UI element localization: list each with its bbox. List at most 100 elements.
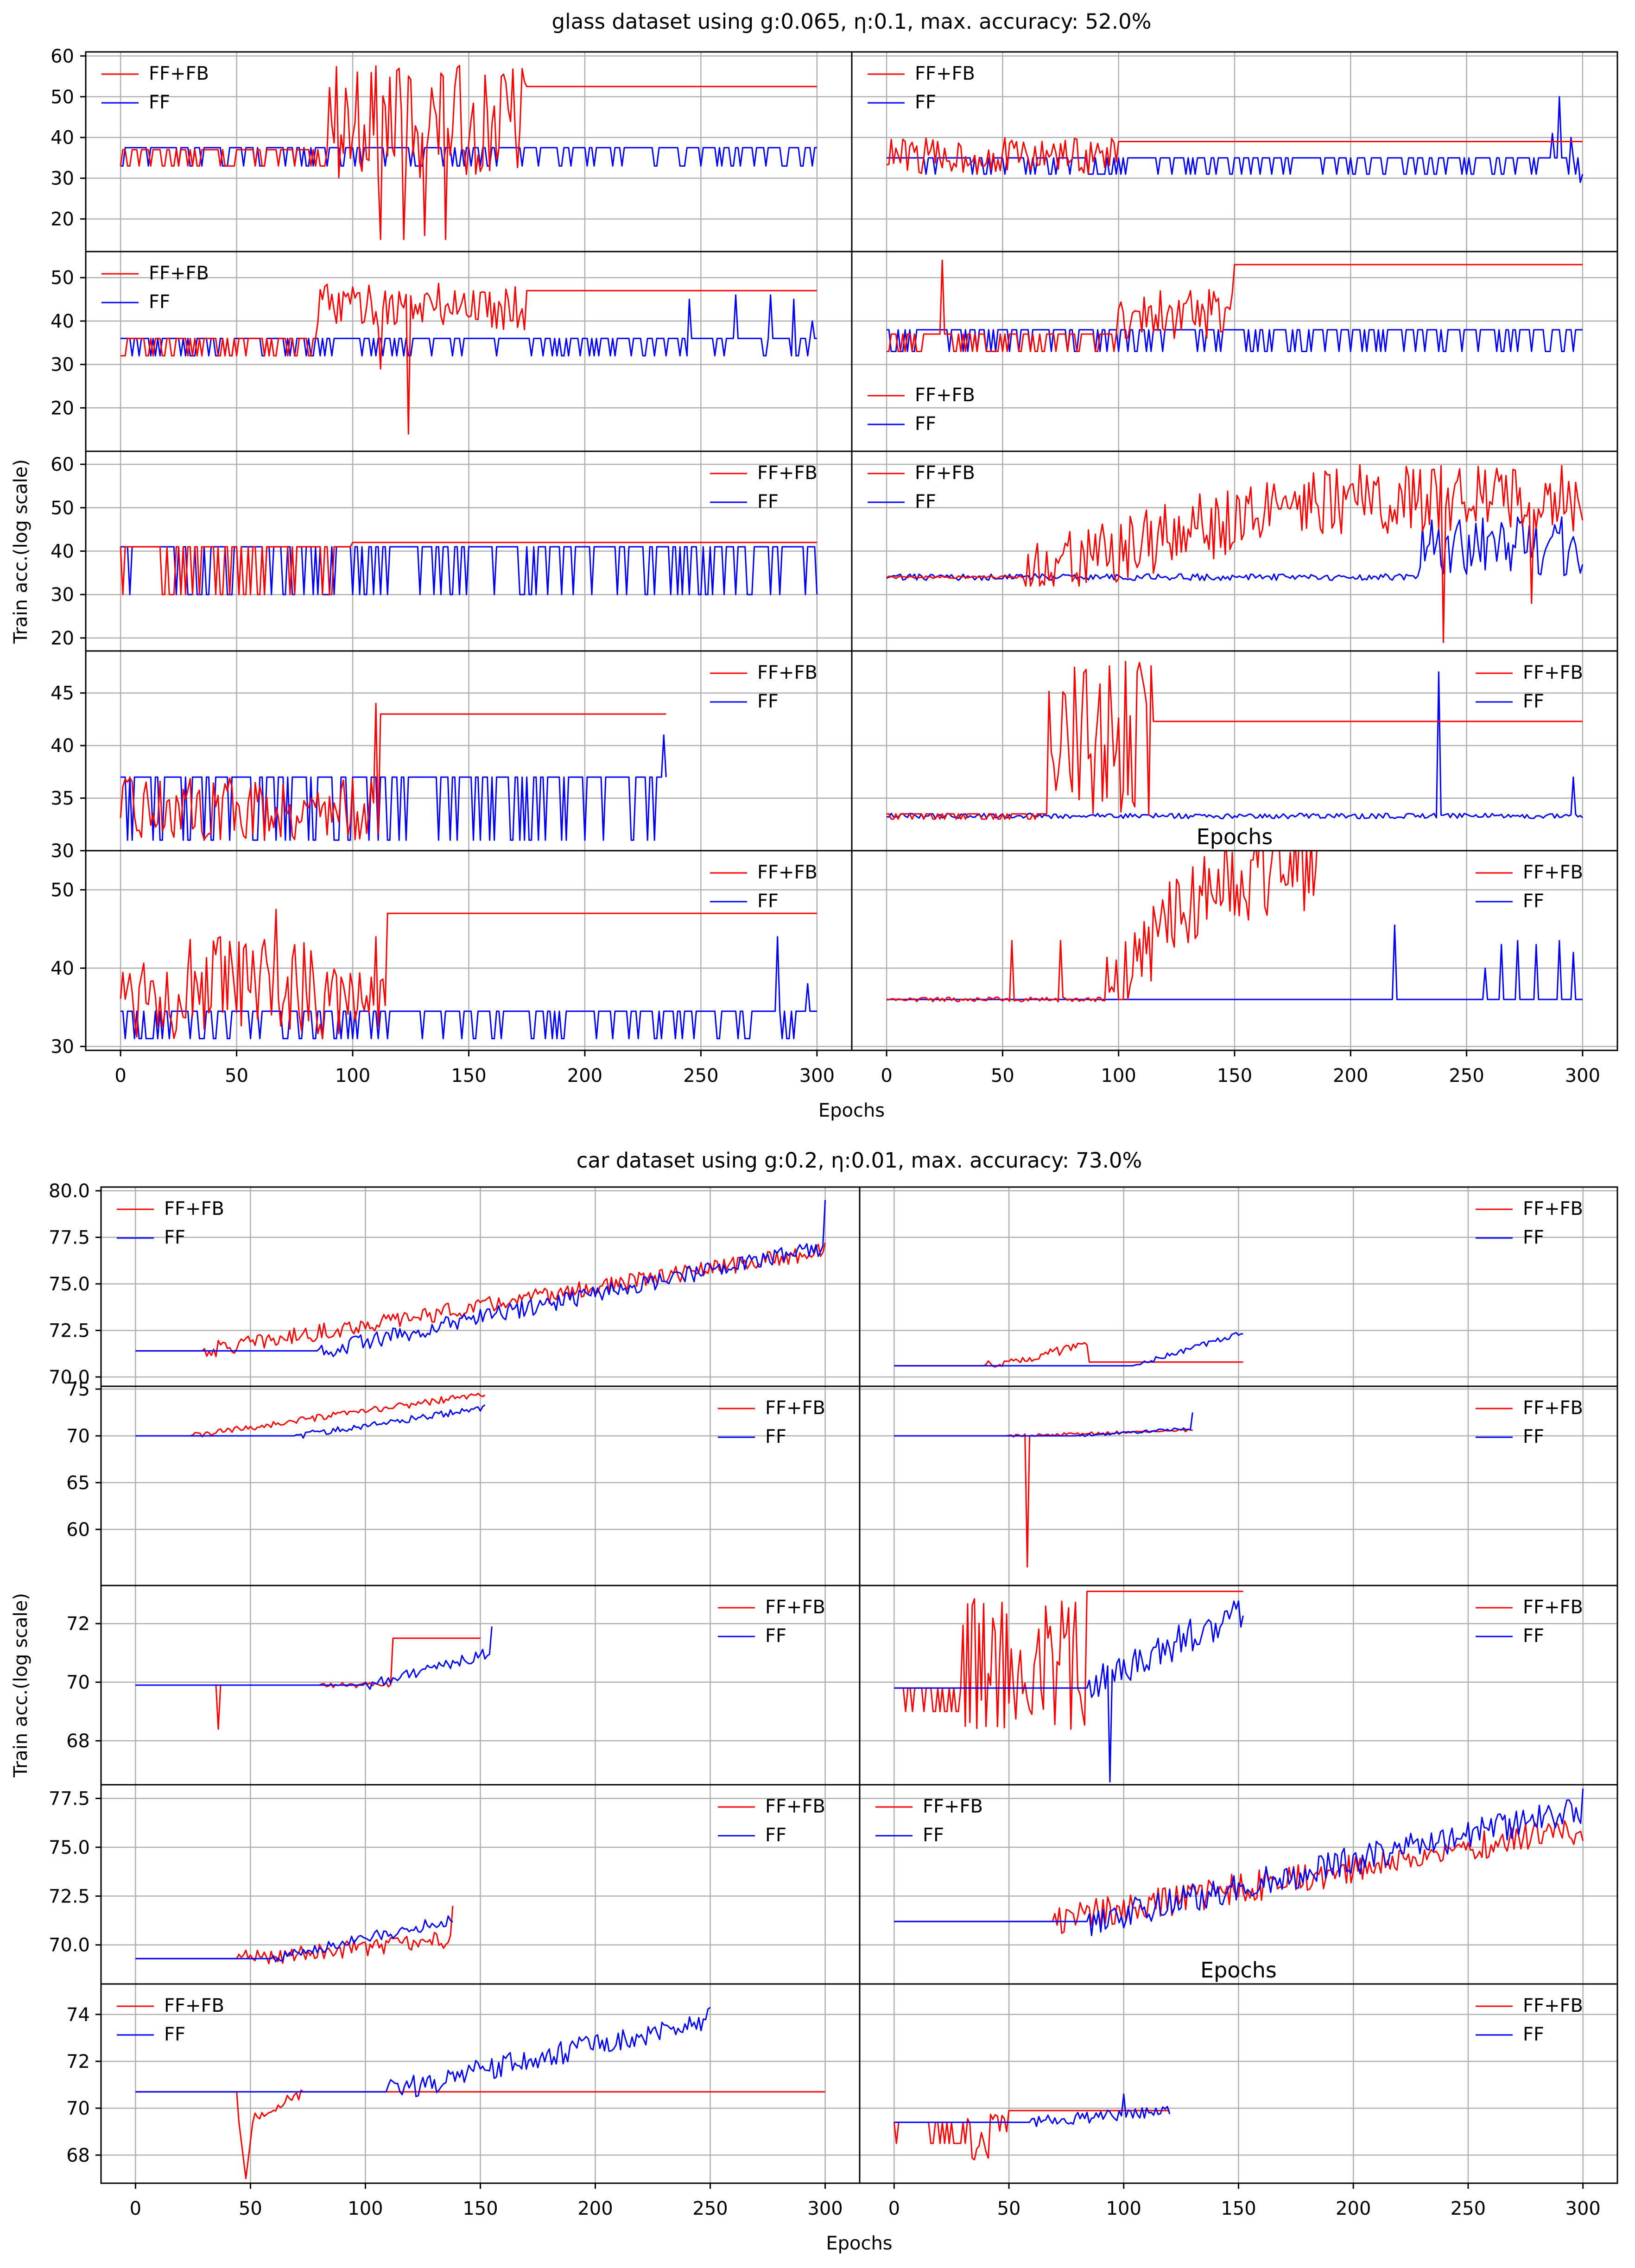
series-ff-line bbox=[135, 2007, 711, 2097]
series-group bbox=[120, 909, 817, 1040]
y-tick-label: 50 bbox=[51, 880, 74, 901]
legend: FF+FB FF bbox=[718, 1597, 825, 1647]
x-tick-label: 300 bbox=[807, 2198, 843, 2219]
series-ff-line bbox=[120, 734, 667, 841]
legend-ff-label: FF bbox=[765, 1625, 786, 1647]
grid bbox=[852, 252, 1617, 451]
y-tick-label: 60 bbox=[66, 1519, 90, 1541]
legend-ff-label: FF bbox=[915, 413, 936, 435]
y-tick-label: 60 bbox=[51, 454, 74, 475]
grid bbox=[860, 1386, 1617, 1586]
x-tick-label: 250 bbox=[692, 2198, 728, 2219]
y-tick-label: 40 bbox=[51, 958, 74, 979]
legend-ff-label: FF bbox=[1523, 1426, 1544, 1447]
x-tick-label: 150 bbox=[451, 1065, 486, 1087]
y-tick-label: 72.5 bbox=[49, 1320, 90, 1341]
y-tick-label: 72 bbox=[66, 2051, 90, 2072]
grid bbox=[101, 1984, 860, 2183]
series-ff-line bbox=[135, 1200, 826, 1357]
y-tick-label: 40 bbox=[51, 541, 74, 562]
series-group bbox=[886, 661, 1583, 820]
legend: FF+FB FF bbox=[1476, 1995, 1583, 2045]
legend-ff-label: FF bbox=[915, 491, 936, 512]
y-tick-label: 77.5 bbox=[49, 1227, 90, 1249]
legend-ff-fb-label: FF+FB bbox=[1523, 1995, 1583, 2016]
series-ff-fb-line bbox=[135, 1906, 454, 1965]
legend-ff-fb-label: FF+FB bbox=[915, 385, 975, 406]
car-panel-r2-c0: FF+FB FF 68 70 72 bbox=[66, 1585, 861, 1786]
car-panel-r1-c0: FF+FB FF 60 65 70 75 bbox=[66, 1379, 861, 1586]
series-ff-fb-line bbox=[120, 702, 666, 840]
y-tick-label: 50 bbox=[51, 267, 74, 289]
legend: FF+FB FF bbox=[710, 462, 818, 512]
series-ff-line bbox=[135, 1626, 493, 1690]
legend: FF+FB FF bbox=[868, 63, 975, 113]
x-tick-label: 50 bbox=[225, 1065, 248, 1087]
series-ff-line bbox=[135, 1915, 453, 1963]
legend-ff-fb-label: FF+FB bbox=[923, 1796, 983, 1817]
legend: FF+FB FF bbox=[1476, 1397, 1583, 1447]
legend-ff-label: FF bbox=[1523, 691, 1544, 712]
legend-ff-label: FF bbox=[757, 491, 779, 512]
legend-ff-label: FF bbox=[923, 1825, 944, 1846]
legend-ff-fb-label: FF+FB bbox=[1523, 1198, 1583, 1219]
grid bbox=[101, 1785, 860, 1984]
series-ff-fb-line bbox=[886, 137, 1583, 175]
series-ff-line bbox=[887, 924, 1583, 1000]
y-tick-label: 68 bbox=[66, 2145, 90, 2166]
x-tick-label: 200 bbox=[577, 2198, 613, 2219]
series-ff-fb-line bbox=[894, 1591, 1243, 1730]
series-group bbox=[120, 65, 817, 240]
series-ff-line bbox=[887, 96, 1584, 183]
legend-ff-fb-label: FF+FB bbox=[757, 462, 818, 484]
car-panel-r1-c1: FF+FB FF bbox=[859, 1385, 1618, 1586]
legend-ff-fb-label: FF+FB bbox=[915, 63, 975, 84]
series-ff-fb-line bbox=[887, 259, 1583, 352]
series-group bbox=[886, 96, 1584, 183]
series-ff-fb-line bbox=[120, 65, 817, 240]
x-tick-label: 50 bbox=[239, 2198, 262, 2219]
series-group bbox=[135, 1626, 493, 1730]
glass-panel-r3-c0: FF+FB FF 30 35 40 45 bbox=[51, 650, 853, 862]
x-tick-label: 0 bbox=[114, 1065, 126, 1087]
y-tick-label: 75.0 bbox=[49, 1274, 90, 1295]
series-ff-fb-line bbox=[886, 851, 1318, 1003]
legend-ff-fb-label: FF+FB bbox=[1523, 1597, 1583, 1618]
car-x-axis-label: Epochs bbox=[826, 2233, 892, 2254]
legend: FF+FB FF bbox=[1476, 1597, 1583, 1647]
y-tick-label: 77.5 bbox=[49, 1788, 90, 1810]
y-tick-label: 70.0 bbox=[49, 1935, 90, 1956]
y-tick-label: 20 bbox=[51, 209, 74, 230]
series-ff-line bbox=[894, 1788, 1584, 1936]
x-tick-label: 50 bbox=[997, 2198, 1021, 2219]
glass-figure: glass dataset using g:0.065, η:0.1, max.… bbox=[10, 9, 1618, 1121]
car-panel-r2-c1: FF+FB FF bbox=[859, 1585, 1618, 1786]
y-tick-label: 60 bbox=[51, 46, 74, 67]
legend: FF+FB FF bbox=[1476, 862, 1583, 912]
x-tick-label: 100 bbox=[1106, 2198, 1141, 2219]
x-tick-label: 200 bbox=[1336, 2198, 1371, 2219]
x-tick-label: 300 bbox=[1565, 2198, 1601, 2219]
legend: FF+FB FF bbox=[710, 662, 818, 712]
legend-ff-label: FF bbox=[1523, 1227, 1544, 1248]
series-ff-line bbox=[894, 1412, 1193, 1437]
legend-ff-fb-label: FF+FB bbox=[149, 63, 209, 84]
series-ff-fb-line bbox=[120, 909, 817, 1039]
series-group bbox=[887, 259, 1583, 352]
x-tick-label: 200 bbox=[1333, 1065, 1368, 1087]
panel-frame bbox=[851, 850, 1618, 1051]
x-tick-label: 100 bbox=[348, 2198, 383, 2219]
grid bbox=[860, 1187, 1617, 1386]
x-tick-label: 150 bbox=[463, 2198, 498, 2219]
series-ff-fb-line bbox=[135, 1242, 826, 1358]
glass-y-axis-label: Train acc.(log scale) bbox=[10, 459, 32, 644]
y-tick-label: 75.0 bbox=[49, 1837, 90, 1858]
y-tick-label: 50 bbox=[51, 498, 74, 519]
grid bbox=[86, 252, 852, 451]
y-tick-label: 35 bbox=[51, 788, 74, 809]
y-tick-label: 30 bbox=[51, 1036, 74, 1058]
glass-panel-r4-c0: FF+FB FF 30 40 50 bbox=[51, 850, 853, 1058]
series-group bbox=[120, 702, 667, 841]
y-tick-label: 45 bbox=[51, 683, 74, 704]
